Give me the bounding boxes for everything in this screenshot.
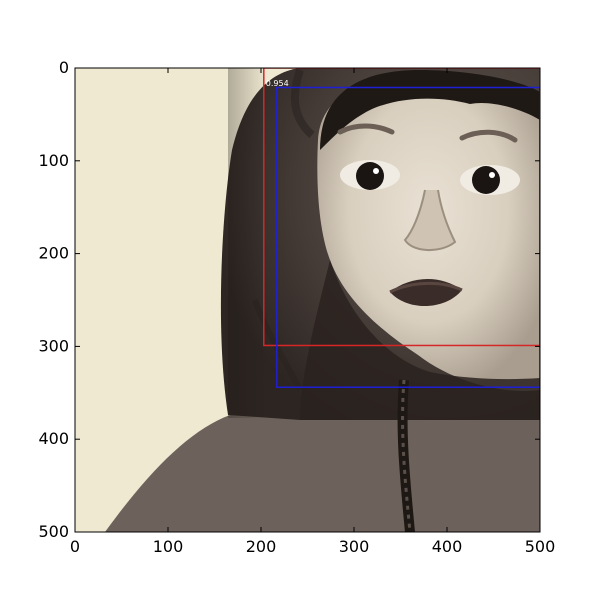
neck-shadow — [300, 260, 540, 420]
hoodie-body — [105, 398, 540, 532]
child-in-hooded-sweatshirt-photo — [75, 68, 540, 532]
y-axis: 0 100 200 300 400 500 — [38, 58, 540, 541]
left-eyebrow — [337, 123, 395, 135]
right-eyebrow — [459, 129, 518, 143]
drawstring-highlight — [401, 379, 412, 532]
right-eye-iris — [472, 166, 500, 194]
ground-truth-box — [276, 86, 540, 388]
detection-boxes: 0.954 — [263, 68, 540, 388]
x-tick-label: 400 — [432, 537, 463, 556]
left-eye-highlight — [373, 168, 379, 174]
x-tick-label: 500 — [525, 537, 556, 556]
x-tick-label: 200 — [246, 537, 277, 556]
y-tick-label: 400 — [38, 429, 69, 448]
detection-box-score-label: 0.954 — [266, 79, 289, 88]
x-tick-label: 300 — [339, 537, 370, 556]
y-tick-label: 300 — [38, 336, 69, 355]
x-tick-label: 0 — [70, 537, 80, 556]
upper-lip — [389, 281, 463, 294]
hair — [320, 70, 540, 150]
detection-box — [263, 68, 540, 347]
y-tick-label: 500 — [38, 522, 69, 541]
y-tick-label: 0 — [59, 58, 69, 77]
left-eye-iris — [356, 162, 384, 190]
axes-frame — [74, 67, 541, 533]
hood-shadow — [228, 68, 268, 418]
right-eye-highlight — [489, 172, 495, 178]
hood-fold — [290, 68, 315, 138]
x-axis: 0 100 200 300 400 500 — [70, 68, 555, 556]
y-tick-label: 200 — [38, 244, 69, 263]
x-tick-label: 100 — [153, 537, 184, 556]
nose — [403, 189, 457, 251]
y-tick-label: 100 — [38, 151, 69, 170]
